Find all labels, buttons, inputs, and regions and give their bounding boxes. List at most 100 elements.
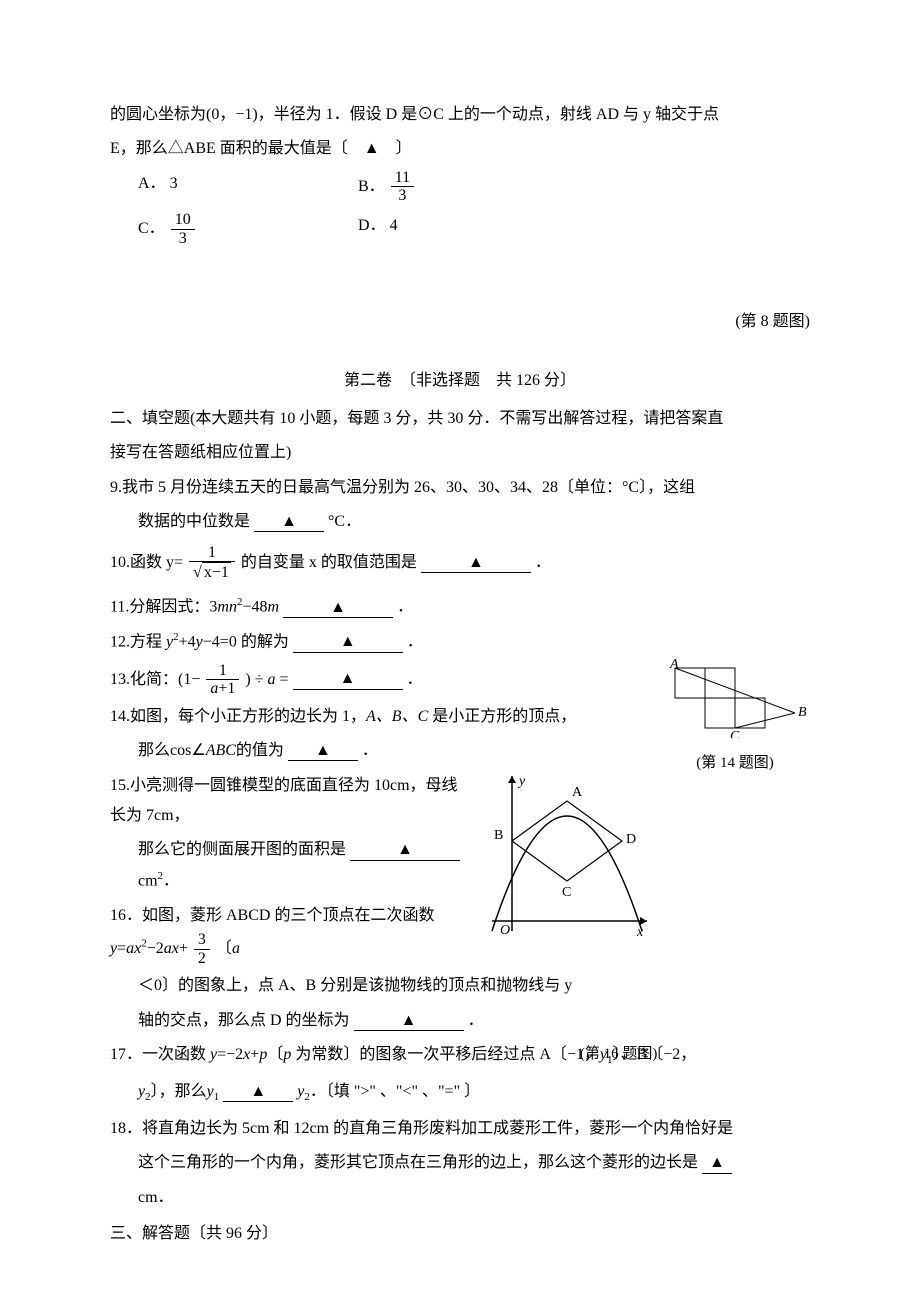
q8-fig-caption: (第 8 题图) xyxy=(110,307,810,337)
q18-line2: 这个三角形的一个内角，菱形其它顶点在三角形的边上，那么这个菱形的边长是 ▲ xyxy=(110,1148,810,1178)
q16-l3-post: ． xyxy=(468,1012,484,1029)
q13-blank: ▲ xyxy=(293,669,403,689)
q13-post: ． xyxy=(407,670,423,687)
q14-l2-post: ． xyxy=(362,742,378,759)
q15-line2: 那么它的侧面展开图的面积是 ▲ cm2． xyxy=(110,835,810,896)
q8-choice-C: C． 10 3 xyxy=(110,211,358,247)
q10-den: √x−1 xyxy=(189,562,235,582)
q17-sub1: 1 xyxy=(214,1091,220,1103)
q8-choice-row-2: C． 10 3 D． 4 xyxy=(110,211,810,247)
q14-svg: A B C xyxy=(660,658,810,738)
q8-choice-row-1: A． 3 B． 11 3 xyxy=(110,169,810,205)
q11-m: m xyxy=(268,599,280,616)
svg-text:B: B xyxy=(494,828,503,843)
q16-num: 3 xyxy=(194,931,210,950)
q17-paren: 〔 xyxy=(267,1046,283,1063)
q9-l2-pre: 数据的中位数是 xyxy=(138,513,250,530)
q16-l1-pre: 16．如图，菱形 ABCD 的三个顶点在二次函数 xyxy=(110,907,434,924)
q14-l2-abc: ABC xyxy=(206,742,236,759)
q16-minus: −2 xyxy=(147,940,164,957)
choice-A-value: 3 xyxy=(170,175,178,192)
q14-fig-caption: (第 14 题图) xyxy=(660,749,810,778)
q9-line2: 数据的中位数是 ▲ °C． xyxy=(110,507,810,537)
q13-a: a xyxy=(268,670,276,687)
q12-y: y xyxy=(196,633,203,650)
svg-text:y: y xyxy=(517,774,526,789)
q15-blank: ▲ xyxy=(350,840,460,860)
q8-stem-line2: E，那么△ABE 面积的最大值是〔 ▲ 〕 xyxy=(110,134,810,164)
fill-header-l1: 二、填空题(本大题共有 10 小题，每题 3 分，共 30 分．不需写出解答过程… xyxy=(110,404,810,434)
q11-blank: ▲ xyxy=(283,598,393,618)
q13-pre: 13.化简：(1− xyxy=(110,670,200,687)
q17-line2: y2〕，那么y1 ▲ y2．〔填 ">" 、"<" 、"=" 〕 xyxy=(110,1077,810,1108)
q17-l2-mid: 〕，那么 xyxy=(151,1083,207,1100)
q12-blank: ▲ xyxy=(293,632,403,652)
svg-text:O: O xyxy=(500,923,510,938)
q17-l2-post: ．〔填 ">" 、"<" 、"=" 〕 xyxy=(310,1083,480,1100)
q16-line3: 轴的交点，那么点 D 的坐标为 ▲ ． xyxy=(110,1006,810,1036)
q15-line1: 15.小亮测得一圆锥模型的底面直径为 10cm，母线长为 7cm， xyxy=(110,771,810,832)
q10-sqrt-inner: x−1 xyxy=(202,562,231,582)
q12-mid2: −4=0 的解为 xyxy=(203,633,289,650)
q16-line1: 16．如图，菱形 ABCD 的三个顶点在二次函数 y=ax2−2ax+ 3 2 … xyxy=(110,901,810,968)
choice-B-den: 3 xyxy=(391,187,414,205)
part3-header: 三、解答题〔共 96 分〕 xyxy=(110,1219,810,1249)
choice-B-label: B． xyxy=(358,178,385,195)
choice-C-frac: 10 3 xyxy=(171,211,195,247)
q18-l2-pre: 这个三角形的一个内角，菱形其它顶点在三角形的边上，那么这个菱形的边长是 xyxy=(138,1154,698,1171)
q14-figure: A B C (第 14 题图) xyxy=(660,658,810,778)
q12-pre: 12.方程 xyxy=(110,633,166,650)
q13-eq: = xyxy=(280,670,289,687)
q18-line1: 18．将直角边长为 5cm 和 12cm 的直角三角形废料加工成菱形工件，菱形一… xyxy=(110,1114,810,1144)
q14-l1-abc: A、B、C xyxy=(366,708,428,725)
svg-text:C: C xyxy=(730,729,740,738)
part2-title: 第二卷 〔非选择题 共 126 分〕 xyxy=(110,366,810,396)
q16-a: a xyxy=(232,940,240,957)
q16-blank: ▲ xyxy=(354,1011,464,1031)
svg-text:B: B xyxy=(798,705,807,720)
q14-l2-pre: 那么cos∠ xyxy=(138,742,206,759)
q9-line1: 9.我市 5 月份连续五天的日最高气温分别为 26、30、30、34、28〔单位… xyxy=(110,473,810,503)
q16-figure: A B C D O y x xyxy=(472,771,652,952)
q11: 11.分解因式：3mn2−48m ▲ ． xyxy=(110,592,810,623)
choice-A-label: A． xyxy=(138,175,166,192)
q13-mid: ) ÷ xyxy=(245,670,263,687)
q11-mn: mn xyxy=(217,599,237,616)
q10-post: ． xyxy=(535,554,551,571)
choice-D-value: 4 xyxy=(390,217,398,234)
choice-D-label: D． xyxy=(358,217,386,234)
svg-text:A: A xyxy=(669,658,679,672)
q10-mid: 的自变量 x 的取值范围是 xyxy=(241,554,417,571)
q18-blank: ▲ xyxy=(702,1153,732,1173)
q13-den: a+1 xyxy=(206,680,239,698)
q11-post: ． xyxy=(397,599,413,616)
q14-l2-mid: 的值为 xyxy=(236,742,284,759)
q12-post: ． xyxy=(407,633,423,650)
choice-C-den: 3 xyxy=(171,230,195,248)
q17-l1-mid: 为常数〕的图象一次平移后经过点 A〔−1， xyxy=(291,1046,600,1063)
q13-den-p1: +1 xyxy=(218,680,235,697)
q11-pre: 11.分解因式：3 xyxy=(110,599,217,616)
q12-mid: +4 xyxy=(179,633,196,650)
q17-fig-caption-overlap: (第 16 题图) xyxy=(580,1040,658,1069)
q15-sq: 2 xyxy=(158,870,164,882)
fill-header-l2: 接写在答题纸相应位置上) xyxy=(110,438,810,468)
q16-line2: ＜0〕的图象上，点 A、B 分别是该抛物线的顶点和抛物线与 y xyxy=(110,971,810,1001)
q10-frac: 1 √x−1 xyxy=(189,544,235,583)
svg-text:C: C xyxy=(562,885,571,900)
q16-den: 2 xyxy=(194,950,210,968)
q13-num: 1 xyxy=(206,662,239,681)
q15-l2-post: cm xyxy=(138,872,158,889)
choice-C-label: C． xyxy=(138,220,165,237)
q17-eq: =−2 xyxy=(217,1046,243,1063)
q14-blank: ▲ xyxy=(288,741,358,761)
q18-line3: cm． xyxy=(110,1183,810,1213)
q17-overlap: (第 16 题图)y1 xyxy=(600,1046,613,1063)
q10: 10.函数 y= 1 √x−1 的自变量 x 的取值范围是 ▲ ． xyxy=(110,544,810,583)
q15-l2-pre: 那么它的侧面展开图的面积是 xyxy=(138,841,346,858)
choice-B-frac: 11 3 xyxy=(391,169,414,205)
q9-l2-post: °C． xyxy=(328,513,361,530)
q10-num: 1 xyxy=(189,544,235,563)
q17-plus: + xyxy=(250,1046,259,1063)
q16-svg: A B C D O y x xyxy=(472,771,652,941)
